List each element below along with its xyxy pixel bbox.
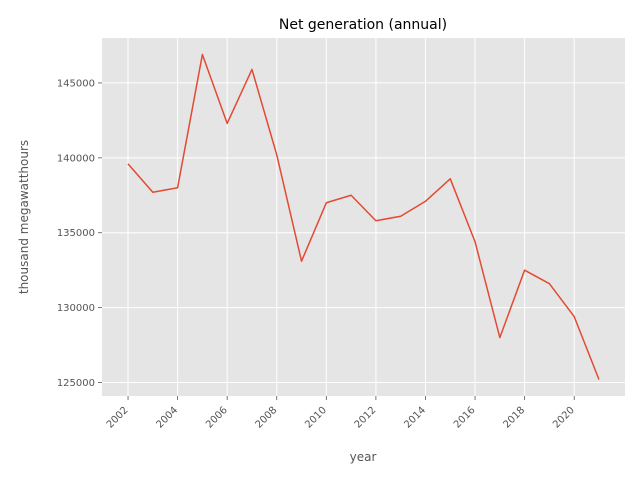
y-tick-label: 130000 <box>57 303 95 314</box>
y-tick-label: 140000 <box>57 153 95 164</box>
y-axis-label: thousand megawatthours <box>17 140 31 294</box>
x-tick-label: 2014 <box>402 405 428 431</box>
x-axis: 2002 2004 2006 2008 2010 2012 2014 2016 2018 2020 <box>105 396 577 431</box>
x-tick-label: 2004 <box>154 405 180 431</box>
x-tick-label: 2006 <box>204 405 230 431</box>
x-tick-label: 2012 <box>353 405 379 431</box>
chart-title: Net generation (annual) <box>279 17 447 33</box>
x-tick-label: 2016 <box>452 405 478 431</box>
y-tick-label: 125000 <box>57 378 95 389</box>
plot-background <box>102 38 625 396</box>
x-tick-label: 2008 <box>254 405 280 431</box>
grid-lines <box>102 38 625 396</box>
x-axis-label: year <box>350 450 377 464</box>
y-tick-label: 145000 <box>57 78 95 89</box>
series-line <box>127 53 600 380</box>
y-tick-label: 135000 <box>57 228 95 239</box>
x-tick-label: 2010 <box>303 405 329 431</box>
x-tick-label: 2018 <box>501 405 527 431</box>
x-tick-label: 2020 <box>551 405 577 431</box>
series-layer <box>127 53 600 380</box>
y-axis: 125000 130000 135000 140000 145000 <box>57 78 102 389</box>
x-tick-label: 2002 <box>105 405 131 431</box>
